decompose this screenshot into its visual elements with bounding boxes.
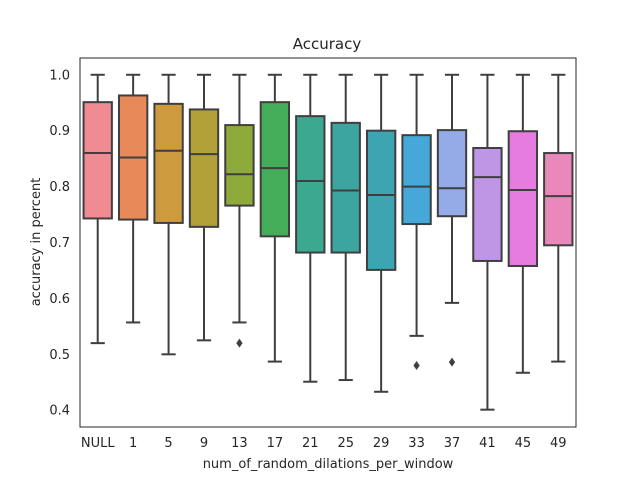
x-tick-label: 29 bbox=[373, 436, 390, 451]
plot-area bbox=[79, 57, 577, 428]
x-tick-label: 13 bbox=[231, 436, 248, 451]
box-iqr bbox=[330, 121, 361, 254]
x-tick-label: 25 bbox=[337, 436, 354, 451]
outlier-point bbox=[448, 357, 456, 367]
x-tick-label: 33 bbox=[408, 436, 425, 451]
box-45 bbox=[507, 73, 539, 374]
chart-title: Accuracy bbox=[293, 35, 362, 53]
box-NULL bbox=[82, 73, 113, 345]
x-tick-label: 37 bbox=[444, 436, 461, 451]
box-33 bbox=[401, 73, 432, 370]
y-tick-label: 0.5 bbox=[49, 348, 70, 363]
y-tick-label: 0.7 bbox=[49, 236, 70, 251]
x-tick-label: 1 bbox=[129, 436, 137, 451]
x-tick-label: 49 bbox=[550, 436, 567, 451]
x-tick-label: 21 bbox=[302, 436, 319, 451]
box-9 bbox=[188, 73, 220, 342]
x-tick-label: 9 bbox=[200, 436, 208, 451]
box-17 bbox=[259, 73, 291, 363]
x-tick-label: 41 bbox=[479, 436, 496, 451]
box-49 bbox=[543, 73, 574, 363]
box-iqr bbox=[188, 108, 220, 228]
x-tick-label: 45 bbox=[515, 436, 532, 451]
x-axis: NULL 1 5 9 13 17 21 25 29 33 37 41 45 49 bbox=[81, 436, 567, 451]
box-iqr bbox=[365, 129, 397, 271]
outlier-point bbox=[413, 361, 420, 370]
x-tick-label: NULL bbox=[81, 436, 115, 451]
y-tick-label: 0.8 bbox=[49, 180, 70, 195]
x-axis-label: num_of_random_dilations_per_window bbox=[203, 457, 454, 472]
box-iqr bbox=[224, 124, 255, 207]
boxes-group bbox=[82, 73, 574, 411]
y-tick-label: 0.6 bbox=[49, 292, 70, 307]
box-1 bbox=[117, 73, 149, 324]
box-iqr bbox=[401, 134, 432, 226]
y-axis-label: accuracy in percent bbox=[29, 178, 44, 307]
box-iqr bbox=[295, 115, 326, 254]
outlier-point bbox=[236, 338, 243, 348]
box-41 bbox=[472, 73, 503, 411]
box-iqr bbox=[82, 101, 113, 220]
box-5 bbox=[153, 73, 184, 356]
box-iqr bbox=[436, 129, 468, 218]
y-tick-label: 1.0 bbox=[49, 68, 70, 83]
box-iqr bbox=[543, 152, 574, 247]
box-13 bbox=[224, 73, 255, 348]
box-25 bbox=[330, 73, 361, 382]
x-tick-label: 5 bbox=[164, 436, 172, 451]
box-iqr bbox=[472, 147, 503, 262]
box-iqr bbox=[259, 101, 291, 238]
box-21 bbox=[295, 73, 326, 383]
y-tick-label: 0.9 bbox=[49, 124, 70, 139]
box-37 bbox=[436, 73, 468, 367]
box-iqr bbox=[507, 130, 539, 267]
box-29 bbox=[365, 73, 397, 393]
box-iqr bbox=[153, 102, 184, 224]
y-tick-label: 0.4 bbox=[49, 404, 70, 419]
x-tick-label: 17 bbox=[267, 436, 284, 451]
y-axis: 0.4 0.5 0.6 0.7 0.8 0.9 1.0 bbox=[49, 68, 70, 418]
